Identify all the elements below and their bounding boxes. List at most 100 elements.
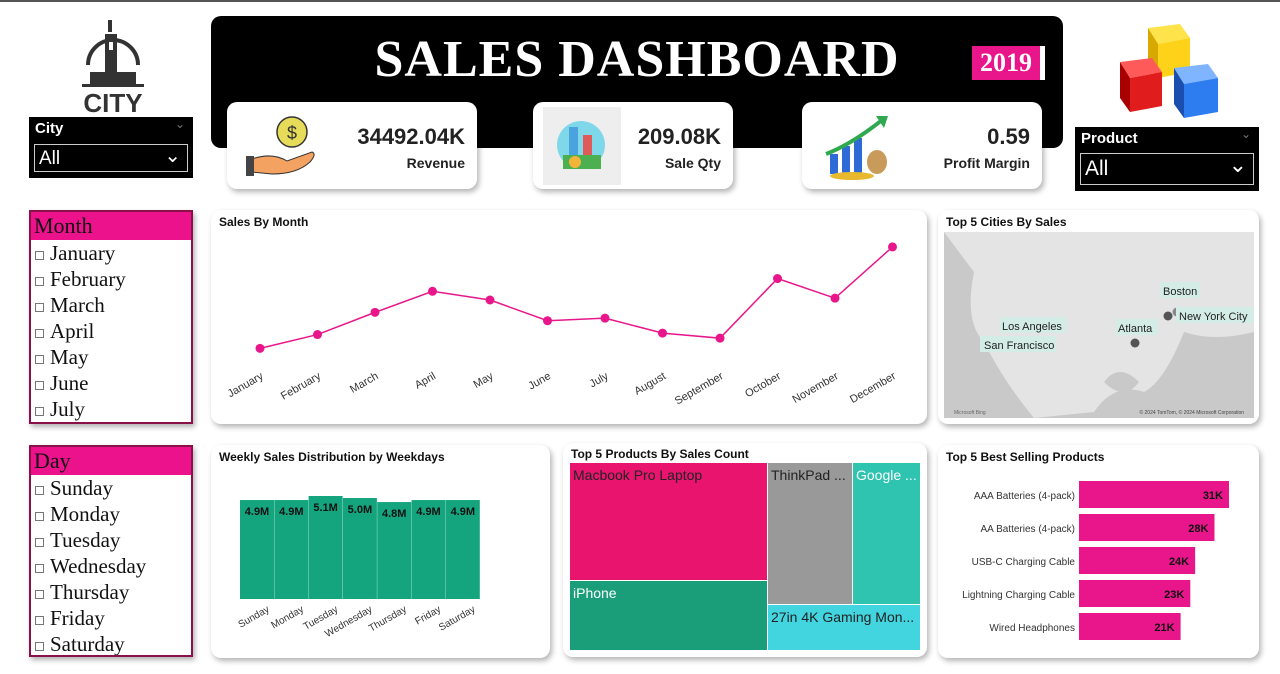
chart-title: Weekly Sales Distribution by Weekdays [219, 450, 445, 464]
slicer-item[interactable]: Thursday [31, 579, 191, 605]
data-label: 23K [1164, 589, 1184, 601]
checkbox-icon[interactable] [35, 511, 44, 521]
line-chart: January February March April May June July Augu… [226, 242, 898, 408]
bar [1079, 547, 1196, 574]
checkbox-icon[interactable] [35, 276, 44, 286]
data-point [255, 343, 265, 353]
slicer-item-label: Friday [50, 606, 105, 630]
bar [240, 500, 274, 599]
treemap-tile-iphone[interactable]: iPhone [570, 581, 767, 650]
data-label: 5.0M [348, 504, 372, 516]
x-tick-label: September [673, 370, 726, 407]
product-slicer-label: Product [1081, 130, 1138, 147]
data-point [543, 316, 552, 326]
sales-line [259, 246, 893, 350]
product-dropdown[interactable]: All ⌄ [1080, 152, 1254, 185]
treemap-tile-google[interactable]: Google ... [853, 463, 920, 604]
best-selling-bar-chart: 31K AAA Batteries (4-pack) 28K AA Batteries… [962, 481, 1229, 640]
data-point [715, 333, 725, 343]
x-tick-label: Saturday [437, 604, 477, 634]
x-tick-label: December [848, 370, 898, 406]
checkbox-icon[interactable] [35, 589, 44, 599]
checkbox-icon[interactable] [35, 615, 44, 625]
year-badge: 2019 [972, 46, 1045, 80]
slicer-item-label: Saturday [50, 632, 125, 656]
x-tick-label: Sunday [237, 604, 272, 630]
bar [308, 496, 343, 599]
day-slicer[interactable]: Day Sunday Monday Tuesday Wednesday Thursday… [29, 445, 193, 657]
slicer-item[interactable]: June [31, 370, 191, 396]
map-label-sf: San Francisco [984, 340, 1054, 352]
slicer-item-label: January [50, 241, 116, 265]
weekday-sales-card: Weekly Sales Distribution by Weekdays 4.… [211, 445, 550, 658]
treemap-tile-macbook[interactable]: Macbook Pro Laptop [570, 463, 767, 580]
profit-margin-value: 0.59 [987, 124, 1030, 149]
slicer-item[interactable]: Tuesday [31, 527, 191, 553]
data-point [600, 313, 610, 323]
slicer-item-label: Monday [50, 502, 120, 526]
y-tick-label: AA Batteries (4-pack) [981, 524, 1075, 535]
chart-title: Top 5 Products By Sales Count [571, 447, 749, 461]
data-label: 21K [1154, 622, 1174, 634]
checkbox-icon[interactable] [35, 302, 44, 312]
month-slicer[interactable]: Month January February March April May June Ju… [29, 210, 193, 424]
data-label: 4.9M [416, 506, 440, 518]
profit-margin-label: Profit Margin [943, 155, 1030, 171]
product-slicer[interactable]: Product ⌄ All ⌄ [1075, 127, 1259, 191]
money-chart-icon [543, 107, 621, 185]
slicer-item[interactable]: February [31, 266, 191, 292]
x-tick-label: June [526, 370, 553, 392]
map-brand: Microsoft Bing [954, 410, 986, 416]
sale-qty-label: Sale Qty [664, 155, 721, 171]
y-tick-label: Lightning Charging Cable [962, 590, 1075, 601]
x-tick-label: November [791, 370, 841, 406]
checkbox-icon[interactable] [35, 250, 44, 260]
slicer-item[interactable]: May [31, 344, 191, 370]
month-slicer-header: Month [31, 212, 191, 240]
city-dropdown-value: All [39, 148, 61, 169]
slicer-item[interactable]: July [31, 396, 191, 422]
treemap-tile-thinkpad[interactable]: ThinkPad ... [768, 463, 852, 604]
city-dropdown[interactable]: All ⌄ [34, 144, 188, 172]
data-label: 4.9M [451, 506, 475, 518]
kpi-profit-margin: 0.59 Profit Margin [802, 102, 1042, 189]
bar [411, 500, 446, 599]
slicer-item[interactable]: Sunday [31, 475, 191, 501]
slicer-item[interactable]: March [31, 292, 191, 318]
checkbox-icon[interactable] [35, 537, 44, 547]
city-slicer-label: City [35, 120, 64, 137]
x-tick-label: August [632, 370, 668, 398]
checkbox-icon[interactable] [35, 380, 44, 390]
x-tick-label: Thursday [367, 604, 409, 634]
y-tick-label: USB-C Charging Cable [972, 557, 1076, 568]
best-selling-card: Top 5 Best Selling Products 31K AAA Batte… [938, 445, 1259, 658]
checkbox-icon[interactable] [35, 406, 44, 416]
checkbox-icon[interactable] [35, 485, 44, 495]
data-point [888, 242, 897, 252]
x-tick-label: July [588, 370, 611, 390]
slicer-item[interactable]: Saturday [31, 631, 191, 656]
slicer-item-label: April [50, 319, 95, 343]
slicer-item[interactable]: April [31, 318, 191, 344]
slicer-item[interactable]: Wednesday [31, 553, 191, 579]
checkbox-icon[interactable] [35, 354, 44, 364]
chart-title: Sales By Month [219, 215, 309, 229]
slicer-item-label: May [50, 345, 89, 369]
map-label-boston: Boston [1163, 286, 1197, 298]
treemap: Macbook Pro Laptop iPhone ThinkPad ... G… [570, 463, 920, 650]
checkbox-icon[interactable] [35, 328, 44, 338]
x-tick-label: April [413, 370, 438, 391]
city-slicer[interactable]: City ⌄ All ⌄ [29, 117, 193, 178]
data-label: 4.9M [279, 506, 303, 518]
slicer-item[interactable]: Monday [31, 501, 191, 527]
slicer-item[interactable]: January [31, 240, 191, 266]
map[interactable]: Boston New York City Los Angeles Atlanta… [944, 232, 1254, 418]
top-products-treemap-card: Top 5 Products By Sales Count Macbook Pr… [563, 443, 927, 657]
slicer-item-label: Tuesday [50, 528, 121, 552]
treemap-tile-monitor[interactable]: 27in 4K Gaming Mon... [768, 605, 920, 650]
slicer-item[interactable]: Friday [31, 605, 191, 631]
product-dropdown-value: All [1085, 157, 1109, 180]
checkbox-icon[interactable] [35, 563, 44, 573]
data-point [485, 295, 495, 305]
checkbox-icon[interactable] [35, 641, 44, 651]
